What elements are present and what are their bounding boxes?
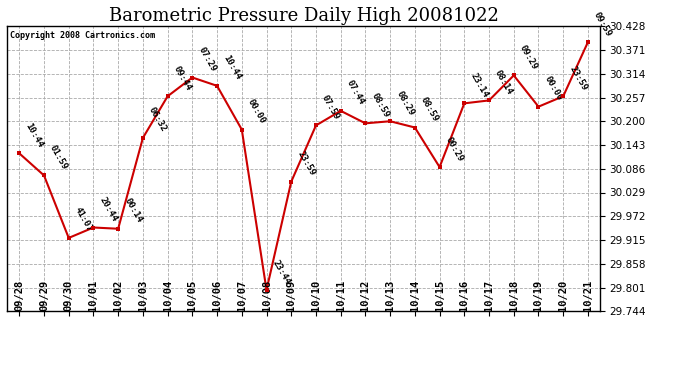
Text: 41:07: 41:07: [73, 206, 94, 234]
Text: 10/02: 10/02: [113, 280, 123, 311]
Text: 10/16: 10/16: [460, 280, 469, 311]
Text: 07:29: 07:29: [197, 45, 218, 74]
Text: 10:44: 10:44: [221, 54, 242, 82]
Text: 23:59: 23:59: [295, 150, 317, 177]
Text: 09:29: 09:29: [518, 44, 539, 71]
Text: 09/30: 09/30: [63, 280, 74, 311]
Text: 07:44: 07:44: [345, 79, 366, 106]
Text: 09:44: 09:44: [172, 64, 193, 92]
Text: 10/01: 10/01: [88, 280, 99, 311]
Text: 10/18: 10/18: [509, 280, 519, 311]
Text: 23:14: 23:14: [469, 71, 490, 99]
Text: 10/15: 10/15: [435, 280, 444, 311]
Text: 09/28: 09/28: [14, 280, 24, 311]
Text: 10/11: 10/11: [336, 280, 346, 311]
Text: 00:00: 00:00: [246, 98, 267, 125]
Text: 01:59: 01:59: [48, 144, 70, 171]
Text: 10/07: 10/07: [237, 280, 247, 311]
Text: 10/19: 10/19: [533, 280, 544, 311]
Text: 10/04: 10/04: [163, 280, 172, 311]
Text: 00:29: 00:29: [444, 135, 465, 163]
Text: 10/12: 10/12: [360, 280, 371, 311]
Text: 07:59: 07:59: [320, 93, 342, 121]
Text: 10/10: 10/10: [311, 280, 321, 311]
Text: 09:59: 09:59: [592, 10, 613, 38]
Text: 10/17: 10/17: [484, 280, 494, 311]
Text: 00:00: 00:00: [542, 75, 564, 102]
Text: 23:44: 23:44: [270, 258, 292, 286]
Text: 10/13: 10/13: [385, 280, 395, 311]
Text: 10/21: 10/21: [583, 280, 593, 311]
Text: 00:14: 00:14: [122, 197, 144, 225]
Text: 08:59: 08:59: [370, 92, 391, 119]
Text: 10:44: 10:44: [23, 122, 45, 149]
Text: 06:32: 06:32: [147, 106, 168, 134]
Text: 08:14: 08:14: [493, 69, 515, 96]
Text: 10/05: 10/05: [188, 280, 197, 311]
Text: 23:59: 23:59: [567, 64, 589, 92]
Text: 10/14: 10/14: [410, 280, 420, 311]
Text: 20:44: 20:44: [97, 195, 119, 223]
Text: 08:29: 08:29: [394, 89, 415, 117]
Text: 10/20: 10/20: [558, 280, 568, 311]
Text: 10/08: 10/08: [262, 280, 271, 311]
Text: 10/06: 10/06: [212, 280, 222, 311]
Text: Copyright 2008 Cartronics.com: Copyright 2008 Cartronics.com: [10, 30, 155, 39]
Title: Barometric Pressure Daily High 20081022: Barometric Pressure Daily High 20081022: [108, 7, 499, 25]
Text: 10/09: 10/09: [286, 280, 296, 311]
Text: 08:59: 08:59: [419, 96, 440, 123]
Text: 09/29: 09/29: [39, 280, 49, 311]
Text: 10/03: 10/03: [138, 280, 148, 311]
